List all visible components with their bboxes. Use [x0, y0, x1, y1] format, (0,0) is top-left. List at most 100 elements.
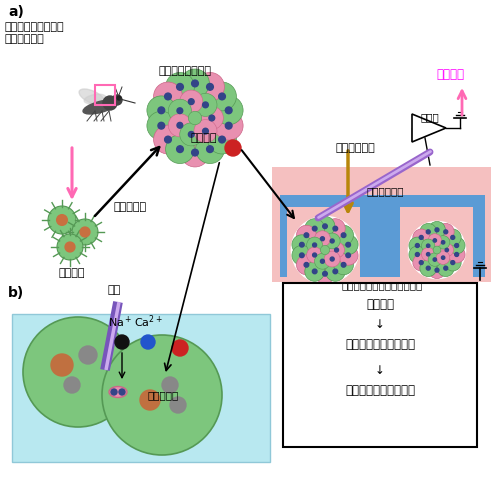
Circle shape	[346, 242, 351, 247]
Circle shape	[195, 72, 224, 102]
Circle shape	[426, 266, 430, 270]
Circle shape	[324, 233, 340, 249]
Circle shape	[334, 248, 338, 252]
Circle shape	[433, 246, 441, 254]
Circle shape	[168, 114, 191, 137]
Text: スフェロイド形成: スフェロイド形成	[159, 66, 212, 76]
Circle shape	[315, 231, 330, 246]
Circle shape	[433, 258, 436, 261]
Circle shape	[445, 248, 448, 252]
Circle shape	[162, 377, 178, 393]
Circle shape	[189, 98, 194, 104]
Circle shape	[429, 262, 445, 278]
Circle shape	[177, 122, 183, 128]
Ellipse shape	[109, 386, 127, 398]
Circle shape	[338, 235, 358, 255]
Circle shape	[415, 244, 419, 248]
Circle shape	[57, 234, 83, 260]
Circle shape	[334, 255, 354, 274]
FancyBboxPatch shape	[283, 283, 477, 447]
Text: 電極: 電極	[108, 285, 121, 295]
Circle shape	[208, 82, 237, 111]
Circle shape	[436, 236, 450, 249]
Circle shape	[51, 354, 73, 376]
Circle shape	[191, 149, 198, 156]
Circle shape	[181, 69, 209, 98]
Circle shape	[194, 94, 217, 116]
Circle shape	[440, 244, 454, 256]
Circle shape	[65, 242, 75, 252]
Circle shape	[312, 226, 317, 231]
Text: 匂い刺激: 匂い刺激	[366, 298, 394, 312]
Circle shape	[165, 72, 194, 102]
Text: 銀塩化銀電極: 銀塩化銀電極	[366, 186, 404, 196]
Text: 匂い物質: 匂い物質	[191, 133, 217, 143]
Circle shape	[455, 244, 459, 248]
Circle shape	[338, 246, 358, 265]
Circle shape	[305, 218, 325, 238]
Circle shape	[326, 218, 345, 238]
Circle shape	[427, 252, 430, 256]
Circle shape	[435, 228, 439, 232]
Circle shape	[326, 262, 345, 281]
Circle shape	[177, 84, 183, 90]
Circle shape	[437, 224, 454, 240]
Text: 培養細胞: 培養細胞	[59, 268, 85, 278]
Circle shape	[428, 234, 441, 247]
Circle shape	[448, 246, 465, 263]
Circle shape	[315, 254, 330, 269]
Bar	[0, 0, 491, 282]
Text: ↓: ↓	[375, 318, 385, 332]
Circle shape	[409, 237, 426, 254]
Circle shape	[427, 244, 430, 248]
Circle shape	[444, 254, 461, 271]
Circle shape	[225, 107, 232, 114]
Circle shape	[441, 240, 445, 244]
Circle shape	[117, 96, 121, 100]
Circle shape	[333, 226, 338, 231]
Circle shape	[297, 226, 316, 245]
Circle shape	[177, 108, 183, 114]
Circle shape	[330, 257, 334, 261]
Circle shape	[451, 236, 455, 240]
Circle shape	[444, 229, 461, 246]
Circle shape	[200, 106, 223, 130]
Bar	[280, 195, 485, 277]
Circle shape	[80, 227, 90, 237]
Circle shape	[315, 216, 335, 236]
Circle shape	[164, 136, 171, 143]
Circle shape	[146, 69, 244, 167]
Circle shape	[333, 269, 338, 274]
Circle shape	[307, 237, 323, 253]
Circle shape	[413, 229, 430, 246]
Circle shape	[168, 99, 191, 122]
Bar	[12, 314, 270, 462]
Circle shape	[413, 254, 430, 271]
Circle shape	[300, 242, 304, 247]
Circle shape	[304, 262, 309, 267]
Text: 細胞外が負に電位変化: 細胞外が負に電位変化	[345, 384, 415, 396]
Circle shape	[433, 239, 436, 242]
Circle shape	[321, 237, 325, 240]
Circle shape	[214, 112, 243, 140]
Bar	[272, 167, 491, 282]
Circle shape	[214, 96, 243, 124]
Circle shape	[291, 216, 358, 284]
Circle shape	[441, 256, 445, 260]
Circle shape	[189, 132, 194, 138]
Circle shape	[103, 96, 117, 110]
Text: 匂い受容体遺伝子の: 匂い受容体遺伝子の	[5, 22, 65, 32]
Ellipse shape	[83, 100, 117, 114]
Circle shape	[312, 269, 317, 274]
Circle shape	[119, 389, 125, 395]
Circle shape	[56, 214, 67, 226]
Circle shape	[203, 128, 208, 134]
Circle shape	[297, 255, 316, 274]
Circle shape	[102, 335, 222, 455]
Circle shape	[170, 397, 186, 413]
Circle shape	[209, 115, 215, 121]
Circle shape	[154, 125, 182, 154]
Text: a): a)	[8, 5, 24, 19]
Circle shape	[444, 230, 448, 234]
Circle shape	[158, 107, 164, 114]
